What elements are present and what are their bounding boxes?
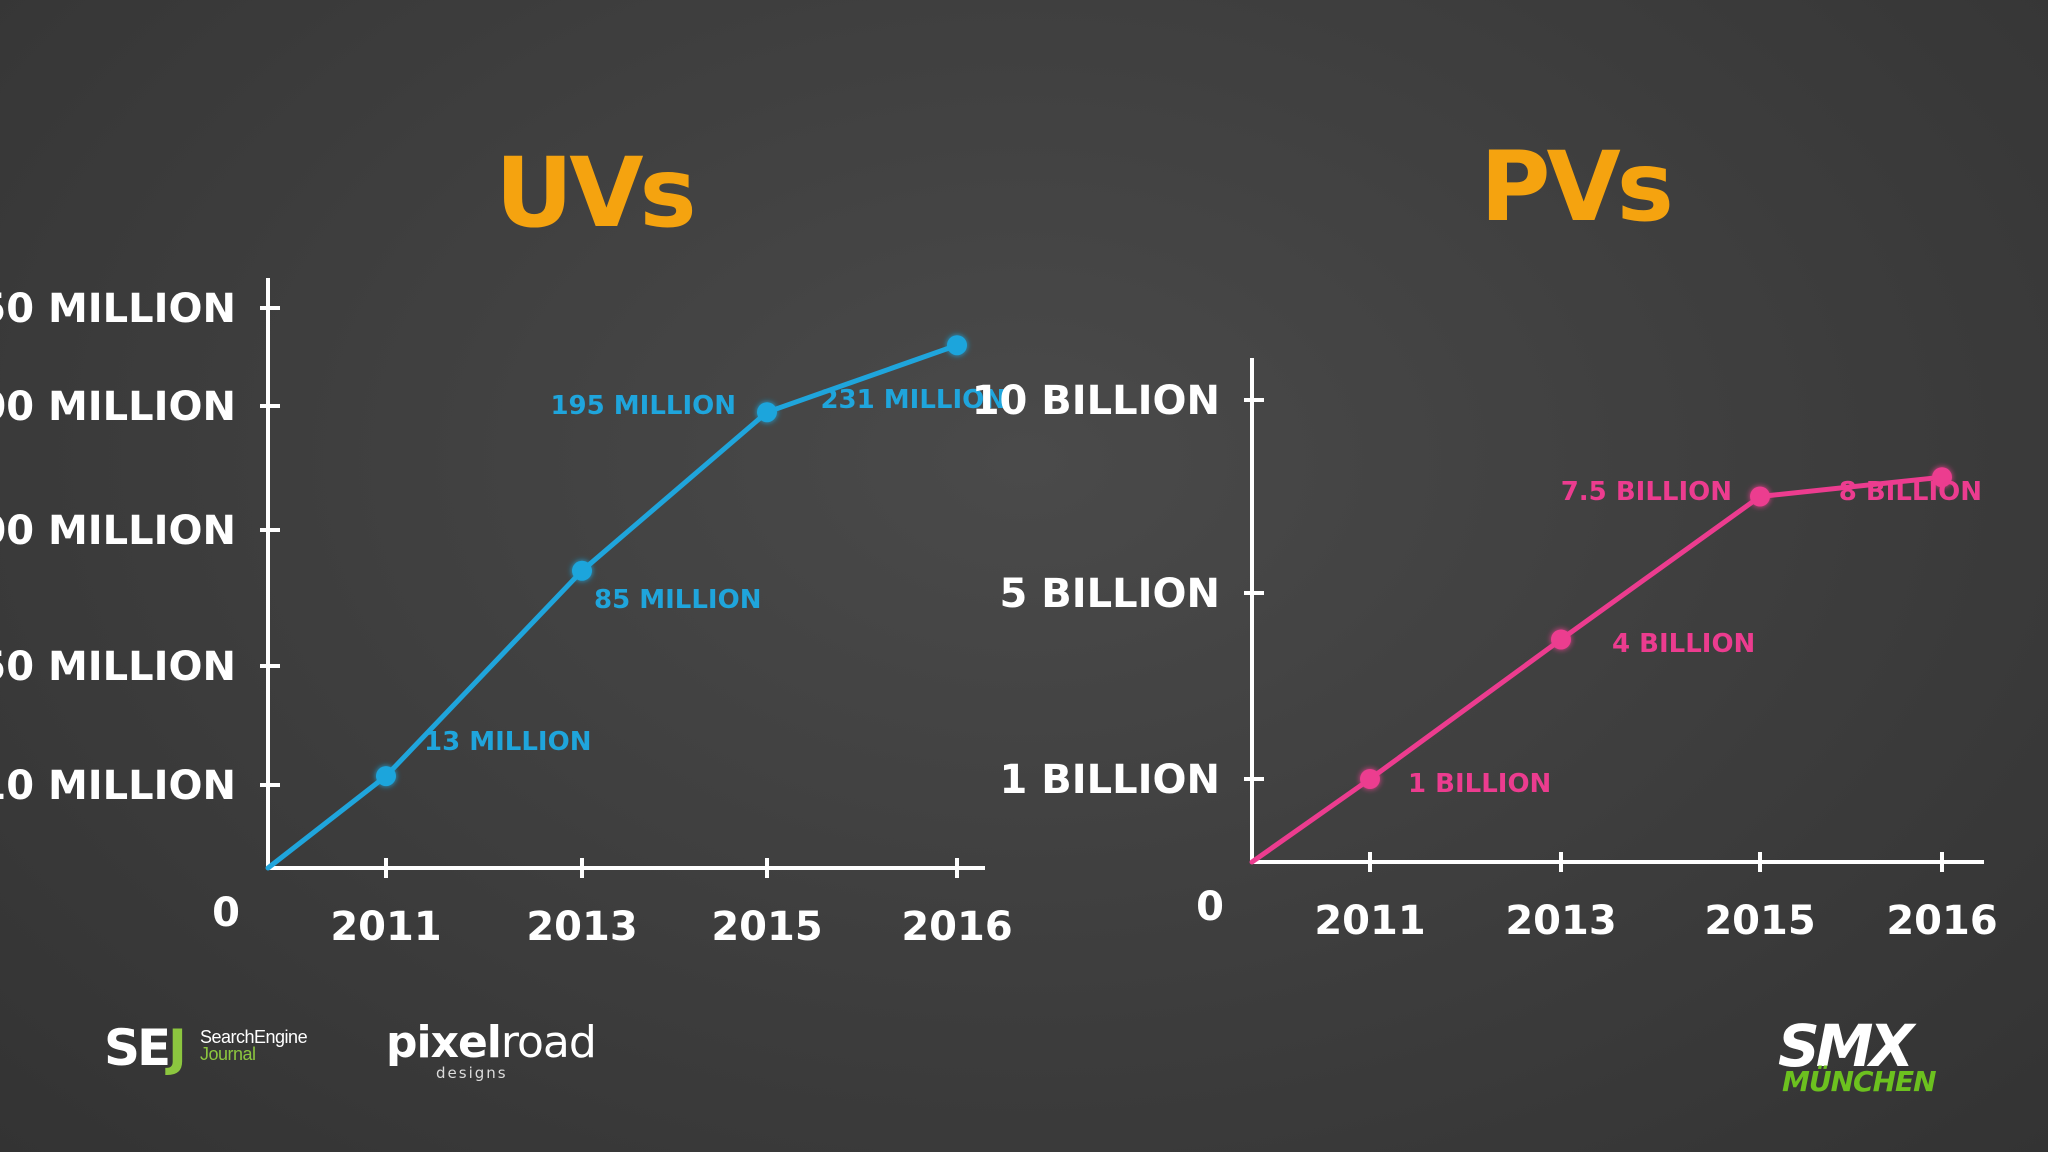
uv-data-label: 85 MILLION <box>594 585 761 615</box>
pv-ticks: 1 BILLION 5 BILLION 10 BILLION 2011 2013 2015… <box>972 378 1998 944</box>
uv-x-tick-label: 2011 <box>330 904 441 950</box>
uv-marks: 13 MILLION 85 MILLION 195 MILLION 231 MILLI… <box>265 335 1006 871</box>
pv-marks: 1 BILLION 4 BILLION 7.5 BILLION 8 BILLION <box>1249 467 1982 865</box>
uv-data-point <box>757 402 777 423</box>
uv-data-point <box>947 335 967 356</box>
uv-data-label: 13 MILLION <box>424 727 591 757</box>
uv-chart: UVs 0 10 MILLION 50 MILLION 100 MILLION 200… <box>0 137 1013 950</box>
pv-chart: PVs 0 1 BILLION 5 BILLION 10 BILLION 2011 20… <box>972 131 1998 944</box>
pixelroad-logo-part2: road <box>500 1017 597 1068</box>
sej-logo-line2: Journal <box>200 1044 256 1064</box>
pixelroad-logo-sub: designs <box>436 1064 508 1082</box>
pv-chart-title: PVs <box>1480 131 1670 243</box>
pv-data-label: 1 BILLION <box>1408 769 1551 799</box>
sej-logo-line1: SearchEngine <box>200 1027 308 1047</box>
uv-chart-title: UVs <box>495 137 692 249</box>
uv-data-point <box>572 560 592 581</box>
pv-x-tick-label: 2011 <box>1314 898 1425 944</box>
uv-y-tick-label: 100 MILLION <box>0 508 236 554</box>
sej-logo: SEJ SearchEngine Journal <box>104 1020 334 1076</box>
pv-data-point <box>1360 769 1380 789</box>
uv-axes <box>266 278 985 870</box>
uv-x-tick-label: 2013 <box>526 904 637 950</box>
uv-y-tick-label: 10 MILLION <box>0 763 236 809</box>
pv-series-line <box>1249 474 1945 865</box>
pixelroad-logo-part1: pixel <box>386 1017 502 1068</box>
pv-x-tick-label: 2016 <box>1886 898 1997 944</box>
smx-logo: SMX MÜNCHEN <box>1778 1012 1964 1098</box>
uv-origin-label: 0 <box>212 890 240 936</box>
pv-origin-label: 0 <box>1196 884 1224 930</box>
pv-data-label: 8 BILLION <box>1839 477 1982 507</box>
smx-logo-top: SMX <box>1778 1012 1914 1080</box>
sej-logo-mark-j: J <box>168 1019 187 1077</box>
uv-y-tick-label: 50 MILLION <box>0 644 236 690</box>
uv-ticks: 10 MILLION 50 MILLION 100 MILLION 200 MILLI… <box>0 286 1013 950</box>
uv-y-tick-label: 250 MILLION <box>0 286 236 332</box>
pv-data-label: 4 BILLION <box>1612 629 1755 659</box>
pv-data-point <box>1551 629 1571 650</box>
pv-x-tick-label: 2013 <box>1505 898 1616 944</box>
pv-data-label: 7.5 BILLION <box>1561 477 1732 507</box>
uv-data-label: 231 MILLION <box>820 385 1006 415</box>
uv-x-tick-label: 2015 <box>711 904 822 950</box>
pv-data-point <box>1932 467 1952 488</box>
pixelroad-logo: pixelroad designs <box>386 1017 597 1083</box>
uv-data-point <box>376 766 396 787</box>
uv-data-label: 195 MILLION <box>550 391 736 421</box>
pv-y-tick-label: 1 BILLION <box>1000 757 1220 803</box>
smx-logo-bottom: MÜNCHEN <box>1782 1065 1937 1098</box>
uv-y-tick-label: 200 MILLION <box>0 384 236 430</box>
pv-y-tick-label: 10 BILLION <box>972 378 1220 424</box>
pv-x-tick-label: 2015 <box>1704 898 1815 944</box>
pv-data-point <box>1750 486 1770 507</box>
pv-y-tick-label: 5 BILLION <box>1000 571 1220 617</box>
sej-logo-mark-se: SE <box>104 1019 171 1077</box>
uv-x-tick-label: 2016 <box>901 904 1012 950</box>
